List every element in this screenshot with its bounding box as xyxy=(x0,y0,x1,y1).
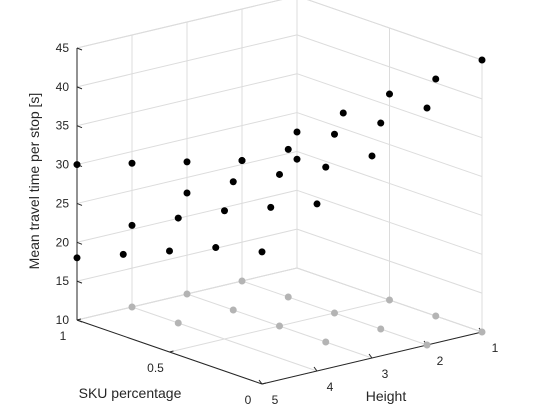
scatter-point xyxy=(386,296,393,304)
z-tick-label: 25 xyxy=(56,196,70,210)
z-tick-label: 30 xyxy=(56,158,70,172)
labels-layer: Mean travel time per stop [s] SKU percen… xyxy=(26,93,406,404)
scatter-point xyxy=(267,203,275,211)
scatter-point xyxy=(293,128,301,136)
y-tick-label: 2 xyxy=(437,354,444,368)
scatter-point xyxy=(174,214,182,222)
scatter-point xyxy=(377,119,385,127)
scatter-point xyxy=(478,56,486,64)
z-axis-title: Mean travel time per stop [s] xyxy=(26,93,42,270)
z-tick xyxy=(76,280,83,284)
z-tick xyxy=(76,125,83,129)
scatter-point xyxy=(73,254,81,262)
y-tick-label: 4 xyxy=(327,380,334,394)
x-tick xyxy=(169,350,174,353)
x-tick-label: 0 xyxy=(245,393,252,407)
scatter-point xyxy=(128,221,136,229)
scatter-point xyxy=(368,152,376,160)
scatter-point xyxy=(183,290,191,298)
scatter-point xyxy=(432,75,440,83)
grid-line-y xyxy=(131,306,318,372)
scatter-point xyxy=(322,163,330,171)
scatter-point xyxy=(166,247,173,255)
scatter-point xyxy=(229,178,237,186)
scatter-point xyxy=(174,319,182,327)
scatter-point xyxy=(183,158,191,166)
y-tick xyxy=(313,366,318,372)
scatter-point xyxy=(284,293,292,301)
scatter-point xyxy=(276,322,283,330)
y-tick-label: 5 xyxy=(272,393,279,407)
z-tick-label: 45 xyxy=(56,41,70,55)
y-tick xyxy=(368,353,373,359)
z-tick xyxy=(76,241,83,245)
y-tick-label: 3 xyxy=(382,367,389,381)
scatter-point xyxy=(238,277,246,285)
y-axis-title: Height xyxy=(366,388,407,404)
scatter-point xyxy=(322,338,330,346)
scatter-point xyxy=(293,155,301,163)
x-axis-title: SKU percentage xyxy=(79,385,182,401)
z-tick xyxy=(76,47,83,51)
z-tick xyxy=(76,202,83,206)
scatter-point xyxy=(478,328,486,336)
y-tick xyxy=(258,379,263,385)
z-tick xyxy=(76,86,83,90)
scatter-point xyxy=(284,145,292,153)
z-tick-label: 15 xyxy=(56,274,70,288)
points-layer xyxy=(73,56,486,349)
x-tick xyxy=(76,318,82,321)
z-tick xyxy=(76,319,83,323)
scatter-point xyxy=(386,90,393,98)
scatter-point xyxy=(212,244,220,252)
z-tick-label: 40 xyxy=(56,80,70,94)
scatter-point xyxy=(331,130,338,138)
scatter-point xyxy=(258,248,266,256)
scatter-point xyxy=(377,325,385,333)
scatter-point xyxy=(221,207,228,215)
x-tick-label: 0.5 xyxy=(147,361,164,375)
scatter-point xyxy=(313,200,321,208)
z-tick-label: 20 xyxy=(56,235,70,249)
scatter-point xyxy=(238,157,246,165)
scatter-point xyxy=(423,104,431,112)
x-tick xyxy=(261,382,267,385)
scatter-point xyxy=(339,109,347,117)
z-tick-label: 10 xyxy=(56,313,70,327)
scatter-point xyxy=(276,170,283,178)
scatter-point xyxy=(423,341,431,349)
scatter-point xyxy=(119,250,127,258)
x-tick-label: 1 xyxy=(60,329,67,343)
scatter-point xyxy=(73,161,81,169)
scatter-point xyxy=(331,309,338,317)
scatter-point xyxy=(128,159,136,167)
scatter-point xyxy=(432,312,440,320)
scatter-point xyxy=(128,303,136,311)
y-tick-label: 1 xyxy=(492,341,499,355)
z-tick-label: 35 xyxy=(56,119,70,133)
scatter-point xyxy=(183,189,191,197)
scatter-point xyxy=(229,306,237,314)
